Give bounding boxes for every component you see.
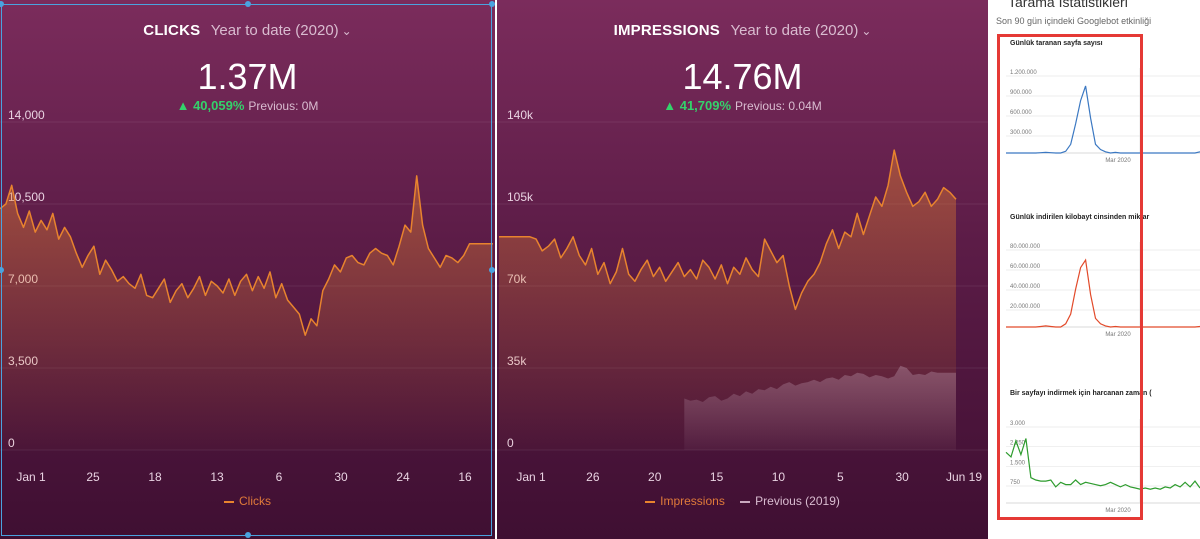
series-line[interactable] xyxy=(499,149,957,311)
clicks-period-dropdown[interactable]: Year to date (2020) ⌄ xyxy=(211,22,352,39)
x-tick-label: 24 xyxy=(396,470,410,484)
mini-y-tick: 2.250 xyxy=(1010,441,1026,447)
x-tick-label: 5 xyxy=(837,470,844,484)
chevron-down-icon: ⌄ xyxy=(861,24,872,38)
mini-y-tick: 3.000 xyxy=(1010,421,1026,427)
mini-y-tick: 20.000.000 xyxy=(1010,304,1041,310)
x-tick-label: 30 xyxy=(334,470,348,484)
mini-y-tick: 1.200.000 xyxy=(1010,70,1037,76)
mini-y-tick: 60.000.000 xyxy=(1010,264,1041,270)
clicks-title: CLICKS xyxy=(143,22,201,39)
mini-chart-title: Günlük taranan sayfa sayısı xyxy=(1010,40,1103,47)
mini-series-line xyxy=(1006,85,1200,154)
mini-x-label: Mar 2020 xyxy=(1105,158,1131,164)
series-area xyxy=(499,150,956,450)
clicks-header: CLICKS Year to date (2020) ⌄ xyxy=(0,22,495,40)
impressions-total: 14.76M xyxy=(682,56,803,97)
impressions-delta-pct: ▲ 41,709% xyxy=(663,98,732,113)
x-tick-label: 16 xyxy=(458,470,472,484)
impressions-delta: ▲ 41,709% Previous: 0.04M xyxy=(497,98,988,113)
impressions-title: IMPRESSIONS xyxy=(613,22,720,39)
legend-swatch-previous xyxy=(740,500,751,503)
crawl-stats-charts: Günlük taranan sayfa sayısı 1.200.000 900.… xyxy=(1005,40,1200,514)
impressions-legend[interactable]: Impressions Previous (2019) xyxy=(497,494,988,508)
crawl-stats-title: Tarama İstatistikleri xyxy=(1008,0,1128,10)
mini-series-line xyxy=(1005,438,1200,490)
mini-y-tick: 80.000.000 xyxy=(1010,244,1041,250)
mini-series-line xyxy=(1006,258,1200,328)
x-tick-label: 6 xyxy=(276,470,283,484)
clicks-total: 1.37M xyxy=(197,56,298,97)
mini-y-tick: 600.000 xyxy=(1010,110,1032,116)
x-tick-label: 13 xyxy=(210,470,224,484)
y-tick-label: 10,500 xyxy=(8,190,45,204)
clicks-legend[interactable]: Clicks xyxy=(0,494,495,508)
legend-swatch-impressions xyxy=(645,500,656,503)
x-tick-label: 10 xyxy=(772,470,786,484)
legend-label-impressions: Impressions xyxy=(660,494,725,508)
x-tick-label: 18 xyxy=(148,470,162,484)
legend-item-previous: Previous (2019) xyxy=(740,494,840,508)
y-tick-label: 14,000 xyxy=(8,108,45,122)
legend-label-previous: Previous (2019) xyxy=(755,494,840,508)
x-tick-label: 30 xyxy=(895,470,909,484)
clicks-previous: Previous: 0M xyxy=(248,99,319,113)
x-tick-label: 25 xyxy=(86,470,100,484)
impressions-header: IMPRESSIONS Year to date (2020) ⌄ xyxy=(497,22,988,40)
y-tick-label: 140k xyxy=(507,108,534,122)
mini-y-tick: 750 xyxy=(1010,480,1021,486)
impressions-period-dropdown[interactable]: Year to date (2020) ⌄ xyxy=(730,22,871,39)
legend-swatch-clicks xyxy=(224,500,234,503)
x-tick-label: Jun 19 xyxy=(946,470,982,484)
x-tick-label: 26 xyxy=(586,470,600,484)
clicks-delta: ▲ 40,059% Previous: 0M xyxy=(0,98,495,113)
crawl-stats-subtitle: Son 90 gün içindeki Googlebot etkinliği xyxy=(996,16,1152,26)
previous-area xyxy=(684,365,956,450)
crawl-stats-panel: Tarama İstatistikleri Son 90 gün içindek… xyxy=(988,0,1200,539)
mini-chart-title: Günlük indirilen kilobayt cinsinden mikt… xyxy=(1010,214,1150,221)
chevron-down-icon: ⌄ xyxy=(341,24,352,38)
mini-y-tick: 1.500 xyxy=(1010,460,1026,466)
mini-x-label: Mar 2020 xyxy=(1105,508,1131,514)
impressions-previous: Previous: 0.04M xyxy=(735,99,822,113)
mini-chart-title: Bir sayfayı indirmek için harcanan zaman… xyxy=(1010,390,1152,397)
mini-y-tick: 40.000.000 xyxy=(1010,284,1041,290)
mini-y-tick: 300.000 xyxy=(1010,130,1032,136)
series-area xyxy=(0,175,493,450)
legend-label-clicks: Clicks xyxy=(239,494,271,508)
impressions-period-label: Year to date (2020) xyxy=(730,22,859,39)
mini-x-label: Mar 2020 xyxy=(1105,332,1131,338)
x-tick-label: Jan 1 xyxy=(16,470,46,484)
clicks-delta-pct: ▲ 40,059% xyxy=(176,98,245,113)
series-line[interactable] xyxy=(0,175,493,336)
x-tick-label: 20 xyxy=(648,470,662,484)
y-tick-label: 105k xyxy=(507,190,534,204)
mini-y-tick: 900.000 xyxy=(1010,90,1032,96)
x-tick-label: 15 xyxy=(710,470,724,484)
clicks-period-label: Year to date (2020) xyxy=(210,22,339,39)
x-tick-label: Jan 1 xyxy=(516,470,546,484)
